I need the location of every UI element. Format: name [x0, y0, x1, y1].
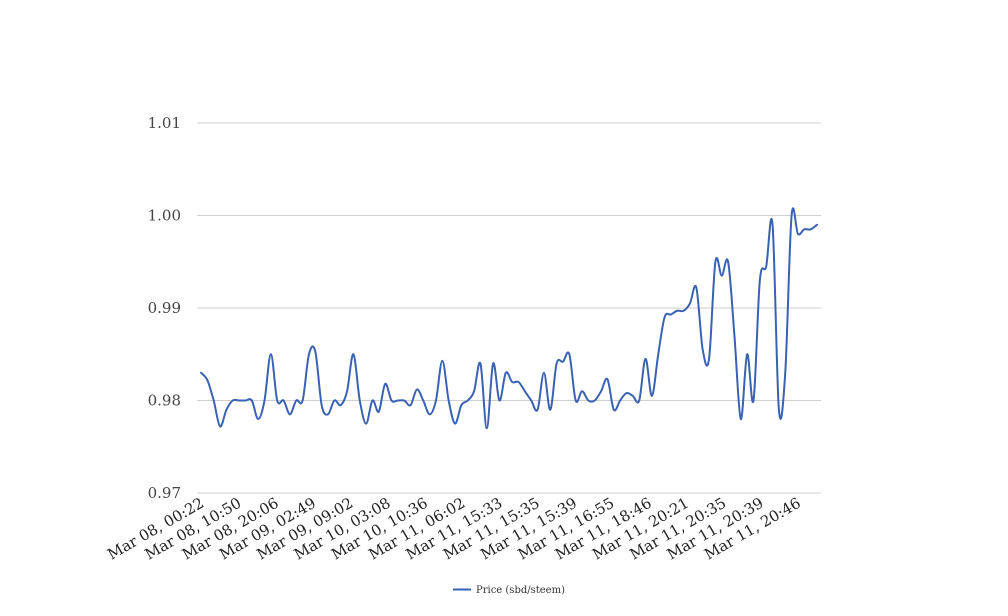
y-tick-label: 0.98: [148, 392, 181, 410]
y-tick-label: 0.99: [148, 299, 181, 317]
legend-label: Price (sbd/steem): [476, 585, 565, 596]
y-tick-label: 1.00: [148, 207, 181, 225]
series-line: [200, 207, 818, 430]
gridlines: [197, 122, 821, 494]
y-axis-ticks: 0.97 0.98 0.99 1.00 1.01: [148, 114, 181, 502]
series-layer: [200, 207, 818, 430]
legend[interactable]: Price (sbd/steem): [453, 585, 565, 596]
y-tick-label: 1.01: [148, 114, 181, 132]
y-tick-label: 0.97: [148, 484, 181, 502]
